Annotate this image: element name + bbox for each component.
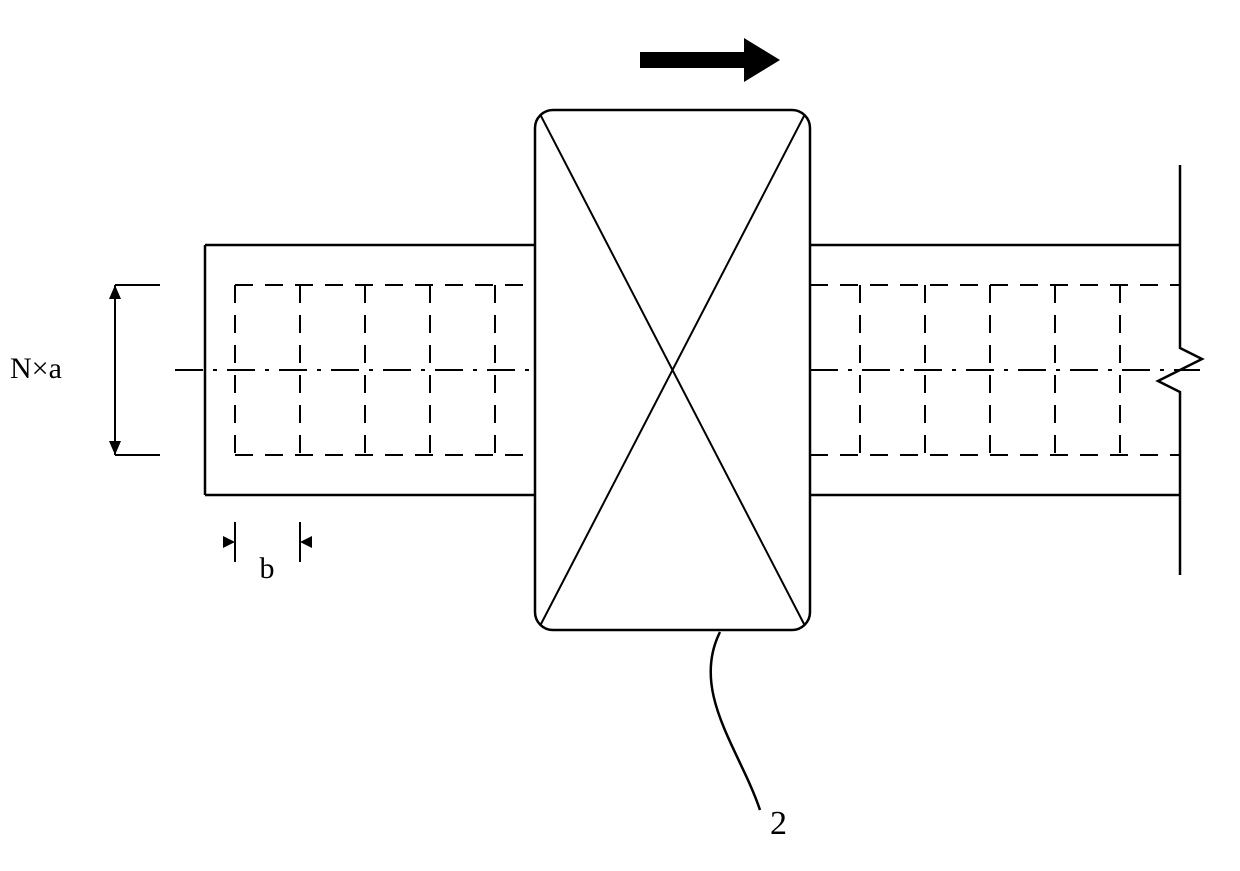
diagram-canvas [0, 0, 1240, 871]
vertical-dimension [109, 285, 160, 455]
dimension-label-b: b [260, 552, 275, 586]
dimension-label-nxa: N×a [10, 352, 62, 386]
callout-leader [711, 632, 760, 810]
arrow-icon [640, 38, 780, 82]
callout-number: 2 [770, 805, 787, 843]
